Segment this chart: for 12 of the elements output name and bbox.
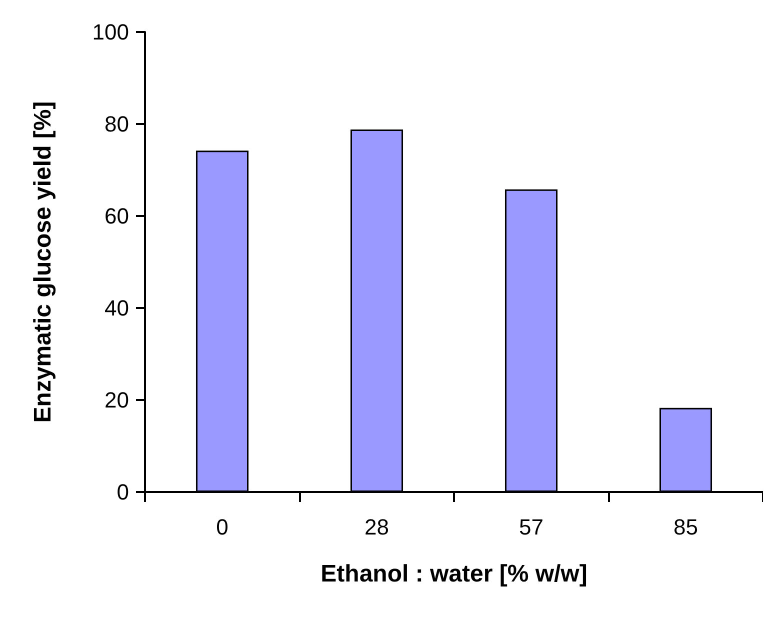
y-tick-label: 80: [104, 112, 129, 136]
x-tick-label: 85: [674, 514, 698, 540]
y-tick-label: 100: [92, 20, 129, 44]
x-tick-label: 0: [216, 514, 228, 540]
y-tick-label: 20: [104, 388, 129, 412]
x-axis-title: Ethanol : water [% w/w]: [320, 560, 588, 588]
x-tick-label: 28: [364, 514, 389, 540]
y-tick-label: 0: [116, 480, 129, 504]
y-axis-title: Enzymatic glucose yield [%]: [30, 101, 56, 423]
y-tick-label: 40: [104, 296, 129, 320]
x-tick-label: 57: [519, 514, 544, 540]
y-tick-label: 60: [104, 204, 129, 228]
